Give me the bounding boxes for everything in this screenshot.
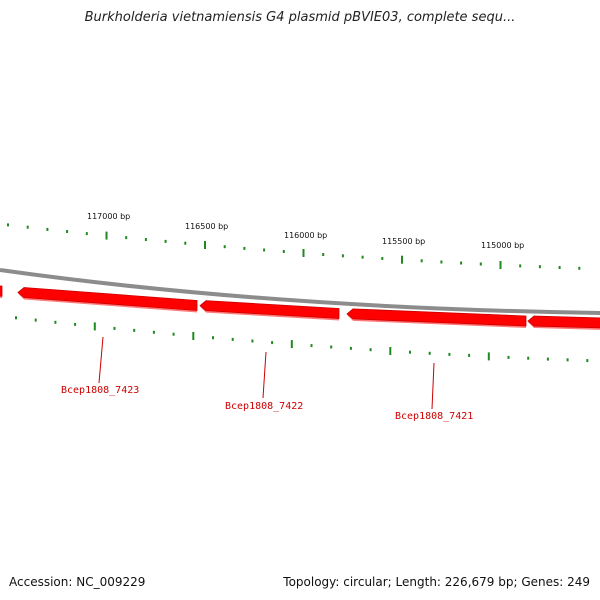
gene-leader-7423 xyxy=(98,336,104,384)
major-tick xyxy=(401,255,403,264)
minor-tick xyxy=(341,254,344,258)
accession-text: Accession: NC_009229 xyxy=(9,575,146,589)
minor-tick xyxy=(152,330,155,334)
minor-tick xyxy=(85,232,88,236)
minor-tick xyxy=(251,339,254,343)
minor-tick xyxy=(381,257,384,260)
minor-tick xyxy=(223,245,226,249)
minor-tick xyxy=(558,266,561,269)
minor-tick xyxy=(586,359,589,363)
scale-label-117000: 117000 bp xyxy=(87,212,130,221)
gene-arrow[interactable] xyxy=(199,300,340,319)
gene-label-7422[interactable]: Bcep1808_7422 xyxy=(225,401,303,412)
minor-tick xyxy=(440,260,443,264)
minor-tick xyxy=(322,253,325,256)
major-tick xyxy=(192,332,195,340)
minor-tick xyxy=(460,261,463,265)
minor-tick xyxy=(46,227,49,231)
gene-label-7421[interactable]: Bcep1808_7421 xyxy=(395,411,473,422)
minor-tick xyxy=(369,348,372,352)
minor-tick xyxy=(54,320,57,324)
major-tick xyxy=(389,347,392,355)
major-tick xyxy=(499,261,502,269)
major-tick xyxy=(93,322,96,331)
scale-label-116500: 116500 bp xyxy=(185,222,228,231)
inner-tick-ring xyxy=(15,316,589,363)
major-tick xyxy=(487,352,490,361)
minor-tick xyxy=(15,316,17,320)
sequence-backbone xyxy=(0,268,600,315)
gene-arrow[interactable] xyxy=(17,287,198,311)
minor-tick xyxy=(409,350,411,354)
gene-arrow[interactable] xyxy=(527,315,600,329)
gene-leader-7422 xyxy=(262,351,267,399)
minor-tick xyxy=(172,332,175,336)
minor-tick xyxy=(578,266,581,270)
minor-tick xyxy=(184,241,187,245)
minor-tick xyxy=(349,346,352,350)
scale-label-116000: 116000 bp xyxy=(284,231,327,240)
minor-tick xyxy=(26,225,29,229)
minor-tick xyxy=(231,337,234,341)
minor-tick xyxy=(144,238,147,241)
gene-leader-7421 xyxy=(431,362,435,410)
scale-labels: 117000 bp 116500 bp 116000 bp 115500 bp … xyxy=(87,212,524,250)
minor-tick xyxy=(566,358,569,362)
major-tick xyxy=(204,241,206,249)
minor-tick xyxy=(243,246,246,250)
minor-tick xyxy=(310,344,313,348)
minor-tick xyxy=(271,341,274,345)
minor-tick xyxy=(212,336,214,340)
minor-tick xyxy=(448,352,451,356)
minor-tick xyxy=(113,326,116,330)
minor-tick xyxy=(164,239,167,243)
minor-tick xyxy=(420,259,423,263)
gene-callouts: Bcep1808_7423 Bcep1808_7422 Bcep1808_742… xyxy=(61,336,473,422)
gene-arrow[interactable] xyxy=(0,284,3,297)
minor-tick xyxy=(361,255,364,259)
major-tick xyxy=(290,340,293,349)
minor-tick xyxy=(538,265,541,269)
minor-tick xyxy=(66,230,69,233)
minor-tick xyxy=(546,357,549,361)
minor-tick xyxy=(527,356,530,360)
minor-tick xyxy=(34,318,37,322)
sequence-summary: Topology: circular; Length: 226,679 bp; … xyxy=(283,575,590,589)
minor-tick xyxy=(428,351,431,355)
minor-tick xyxy=(7,223,9,227)
minor-tick xyxy=(282,250,285,253)
scale-label-115500: 115500 bp xyxy=(382,237,425,246)
outer-tick-ring xyxy=(7,223,581,270)
minor-tick xyxy=(133,328,136,332)
minor-tick xyxy=(519,264,522,268)
major-tick xyxy=(302,249,305,257)
gene-label-7423[interactable]: Bcep1808_7423 xyxy=(61,385,139,396)
scale-label-115000: 115000 bp xyxy=(481,241,524,250)
major-tick xyxy=(105,231,108,240)
minor-tick xyxy=(74,322,77,326)
minor-tick xyxy=(330,345,333,349)
gene-arrow[interactable] xyxy=(346,308,527,327)
minor-tick xyxy=(263,248,266,252)
minor-tick xyxy=(468,353,471,357)
minor-tick xyxy=(125,236,128,240)
minor-tick xyxy=(479,262,482,266)
map-title: Burkholderia vietnamiensis G4 plasmid pB… xyxy=(84,10,516,25)
minor-tick xyxy=(507,355,510,359)
gene-track xyxy=(0,284,600,330)
